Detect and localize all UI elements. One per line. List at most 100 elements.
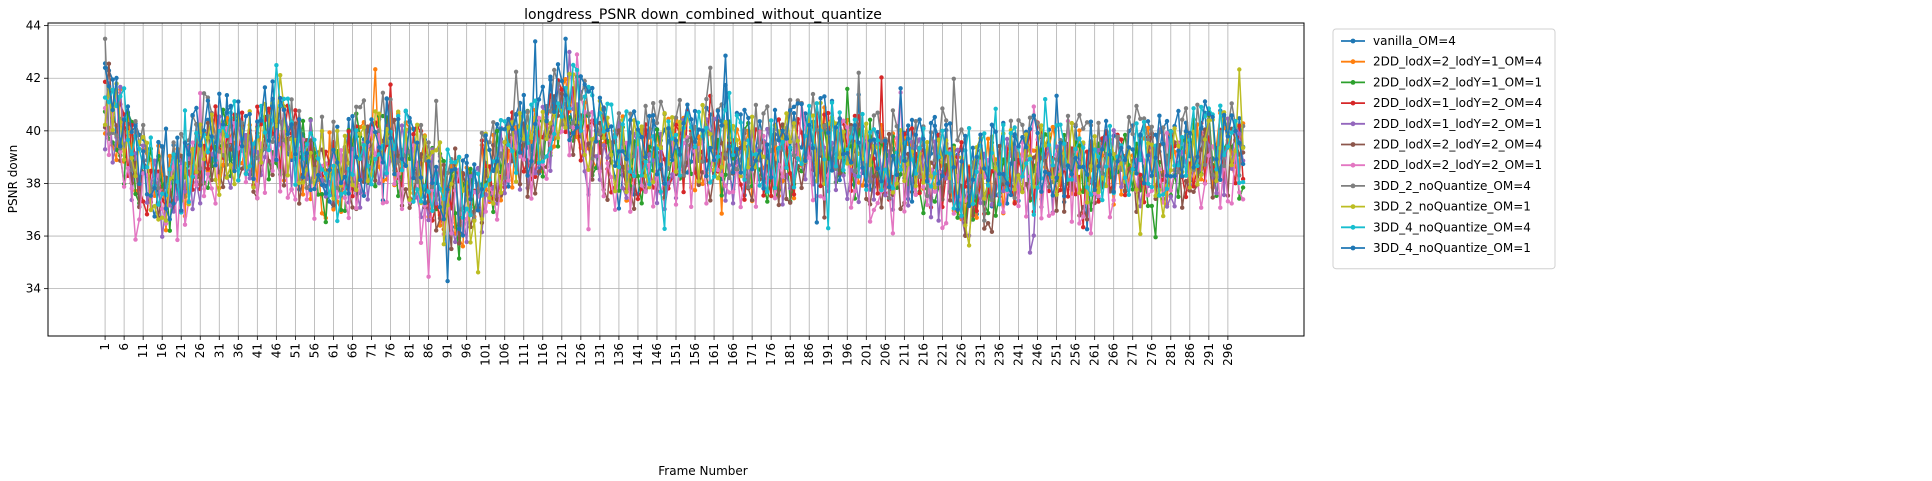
data-point: [1084, 200, 1090, 205]
data-point: [354, 205, 359, 211]
data-point: [776, 117, 781, 122]
data-point: [921, 136, 926, 142]
data-point: [342, 195, 348, 201]
data-point: [898, 167, 903, 172]
data-point: [426, 217, 431, 223]
data-point: [1119, 137, 1124, 142]
data-point: [308, 150, 313, 156]
data-point: [677, 173, 682, 178]
data-point: [647, 182, 652, 187]
data-point: [1161, 213, 1166, 219]
series-3DD_4_noQuantize_OM=1: [102, 53, 1246, 238]
data-point: [258, 160, 264, 165]
data-point: [1020, 189, 1025, 195]
data-point: [182, 140, 188, 146]
data-point: [1214, 178, 1219, 183]
data-point: [692, 144, 698, 150]
legend-label: 3DD_2_noQuantize_OM=4: [1373, 179, 1531, 193]
data-point: [171, 152, 176, 157]
data-point: [974, 208, 979, 214]
data-point: [1164, 204, 1170, 209]
data-point: [829, 168, 835, 173]
x-tick-label: 206: [878, 343, 892, 366]
data-point: [1240, 197, 1246, 202]
data-point: [1081, 214, 1086, 219]
data-point: [548, 74, 553, 79]
data-point: [1233, 181, 1238, 186]
data-point: [963, 223, 968, 228]
data-point: [673, 122, 679, 128]
data-point: [612, 189, 618, 194]
data-point: [121, 117, 127, 122]
data-point: [1134, 171, 1139, 176]
x-tick-label: 296: [1221, 343, 1235, 366]
data-point: [1218, 177, 1223, 182]
data-point: [692, 139, 698, 144]
x-tick-label: 46: [269, 343, 283, 358]
legend-label: 3DD_2_noQuantize_OM=1: [1373, 200, 1531, 214]
data-point: [224, 133, 230, 139]
legend-item: 2DD_lodX=2_lodY=2_OM=4: [1341, 138, 1542, 152]
data-point: [167, 153, 172, 159]
data-point: [727, 175, 732, 181]
data-point: [932, 199, 937, 204]
data-point: [1077, 190, 1082, 196]
data-point: [392, 171, 397, 177]
data-point: [319, 167, 325, 172]
data-point: [373, 129, 378, 135]
data-point: [624, 189, 629, 195]
data-point: [959, 159, 964, 164]
data-point: [1168, 188, 1174, 193]
data-point: [110, 77, 115, 82]
data-point: [909, 157, 915, 162]
data-point: [567, 153, 572, 158]
data-point: [982, 131, 987, 136]
data-point: [913, 119, 918, 124]
data-point: [198, 166, 203, 171]
data-point: [437, 223, 443, 228]
x-tick-label: 26: [193, 343, 207, 358]
data-point: [1058, 140, 1063, 145]
data-point: [658, 99, 663, 105]
data-point: [1122, 132, 1128, 138]
data-point: [1111, 128, 1116, 133]
data-point: [1237, 67, 1242, 72]
data-point: [304, 151, 309, 156]
data-point: [1138, 157, 1143, 163]
data-point: [354, 104, 359, 110]
x-tick-label: 261: [1088, 343, 1102, 366]
data-point: [1149, 173, 1155, 178]
data-point: [506, 184, 511, 189]
data-point: [1073, 155, 1078, 161]
data-point: [738, 120, 743, 125]
data-point: [144, 200, 150, 205]
data-point: [346, 215, 351, 221]
data-point: [567, 137, 572, 143]
data-point: [285, 173, 290, 178]
data-point: [841, 151, 846, 157]
data-point: [411, 199, 416, 204]
data-point: [182, 108, 188, 113]
data-point: [1062, 209, 1067, 214]
data-point: [251, 176, 256, 182]
data-point: [1103, 118, 1109, 124]
legend-swatch-marker: [1350, 245, 1356, 251]
data-point: [548, 109, 553, 114]
data-point: [738, 112, 743, 117]
data-point: [647, 152, 652, 157]
data-point: [1149, 203, 1155, 209]
data-point: [982, 226, 987, 231]
data-point: [441, 242, 446, 247]
data-point: [479, 216, 485, 222]
data-point: [491, 201, 496, 206]
x-tick-label: 286: [1183, 343, 1197, 366]
data-point: [1100, 147, 1105, 152]
legend-item: 3DD_2_noQuantize_OM=1: [1341, 200, 1531, 214]
data-point: [1004, 181, 1010, 186]
data-point: [453, 211, 458, 216]
data-point: [776, 145, 781, 151]
data-point: [114, 157, 119, 163]
data-point: [1046, 142, 1052, 148]
data-point: [1050, 211, 1056, 216]
data-point: [654, 120, 660, 126]
